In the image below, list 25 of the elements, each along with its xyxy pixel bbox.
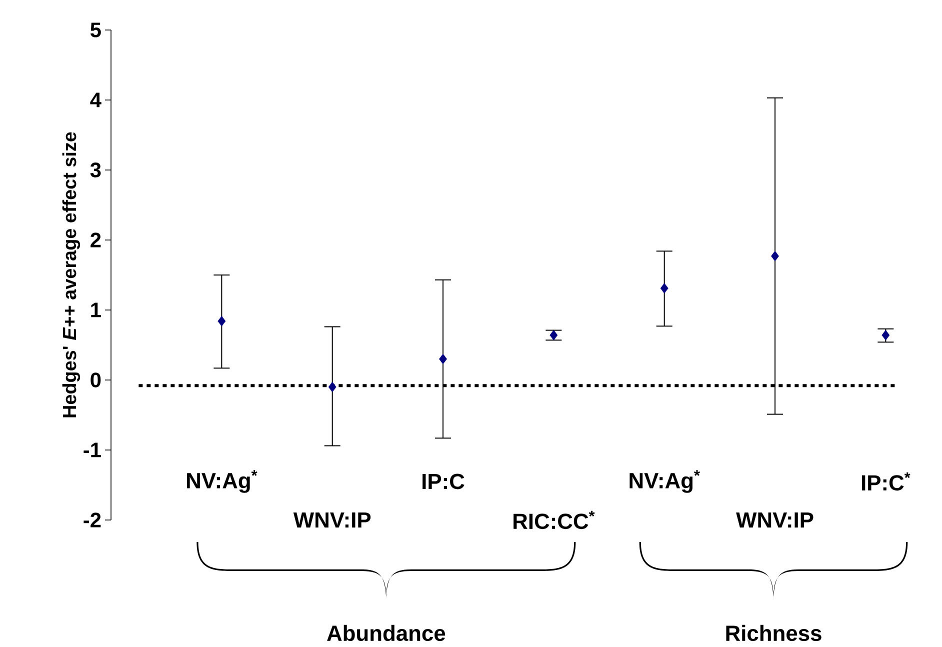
point: [439, 354, 447, 364]
y-axis-title: Hedges' E++ average effect size: [62, 132, 80, 418]
text: Richness: [726, 624, 822, 642]
x-tick-label: WNV:IP: [736, 512, 814, 528]
point: [882, 330, 890, 340]
x-tick-label: NV:Ag$^{*}$: [630, 470, 700, 493]
y-tick-label: 5: [90, 22, 101, 38]
point: [328, 382, 336, 392]
y-tick-label: 1: [91, 302, 101, 318]
x-tick-label: IP:C: [422, 474, 464, 490]
y-tick-label: -2: [84, 512, 101, 528]
x-tick-label: IP:C$^{*}$: [862, 472, 910, 491]
y-tick-label: 3: [90, 162, 101, 178]
x-tick-label: WNV:IP: [293, 512, 371, 528]
point: [218, 316, 226, 326]
y-tick-label: -1: [84, 442, 101, 458]
point: [771, 250, 779, 262]
text: Abundance: [327, 624, 446, 642]
y-tick-label: 0: [90, 372, 101, 388]
x-tick-label: NV:Ag$^{*}$: [187, 470, 258, 493]
y-tick-label: 2: [90, 232, 101, 248]
point: [550, 330, 558, 340]
point: [660, 283, 668, 294]
y-tick-label: 4: [90, 92, 102, 108]
x-tick-label: RIC:CC$^{*}$: [514, 510, 595, 530]
